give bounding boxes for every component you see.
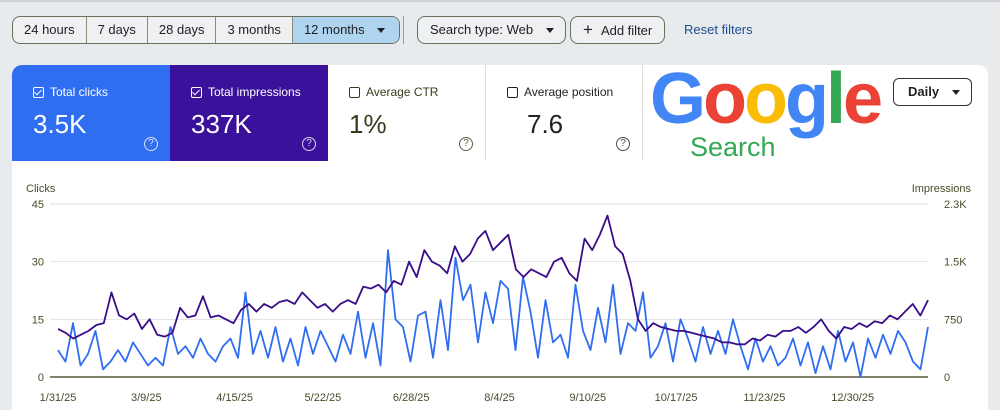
checkbox-icon[interactable] bbox=[349, 86, 360, 98]
metric-label: Total impressions bbox=[208, 85, 301, 99]
series-line-clicks bbox=[57, 249, 929, 378]
x-tick-label: 8/4/25 bbox=[484, 392, 515, 404]
metric-value: 1% bbox=[349, 109, 387, 139]
date-range-selector: 24 hours 7 days 28 days 3 months 12 mont… bbox=[12, 16, 400, 44]
y-tick-label: 30 bbox=[32, 257, 44, 269]
divider bbox=[403, 16, 404, 44]
granularity-dropdown[interactable]: Daily bbox=[893, 78, 973, 106]
help-icon[interactable]: ? bbox=[616, 137, 630, 151]
add-filter-button[interactable]: + Add filter bbox=[570, 16, 666, 44]
logo-subtitle: Search bbox=[690, 132, 776, 162]
metric-total-clicks[interactable]: Total clicks 3.5K ? bbox=[12, 65, 170, 161]
range-28-days[interactable]: 28 days bbox=[148, 17, 217, 43]
range-7-days[interactable]: 7 days bbox=[87, 17, 148, 43]
checkbox-icon[interactable] bbox=[191, 86, 202, 98]
x-tick-label: 9/10/25 bbox=[569, 392, 606, 404]
metric-average-ctr[interactable]: Average CTR 1% ? bbox=[328, 65, 486, 161]
x-tick-label: 4/15/25 bbox=[216, 392, 253, 404]
range-24-hours[interactable]: 24 hours bbox=[13, 17, 87, 43]
help-icon[interactable]: ? bbox=[144, 137, 158, 151]
y2-tick-label: 750 bbox=[944, 314, 962, 326]
range-3-months[interactable]: 3 months bbox=[216, 17, 293, 43]
y-axis-label: Clicks bbox=[26, 183, 56, 195]
metric-value: 7.6 bbox=[527, 109, 564, 139]
y2-tick-label: 0 bbox=[944, 372, 950, 384]
metric-average-position[interactable]: Average position 7.6 ? bbox=[486, 65, 643, 161]
plus-icon: + bbox=[583, 20, 593, 39]
x-tick-label: 11/23/25 bbox=[743, 392, 785, 404]
x-tick-label: 10/17/25 bbox=[655, 392, 698, 404]
metric-label: Average CTR bbox=[366, 85, 439, 99]
top-divider bbox=[0, 0, 1000, 2]
checkbox-icon[interactable] bbox=[33, 86, 44, 98]
search-type-dropdown[interactable]: Search type: Web bbox=[417, 16, 567, 44]
y-tick-label: 45 bbox=[32, 199, 44, 211]
performance-card: Total clicks 3.5K ? Total impressions 33… bbox=[12, 65, 988, 410]
y2-tick-label: 1.5K bbox=[944, 257, 967, 269]
metric-total-impressions[interactable]: Total impressions 337K ? bbox=[170, 65, 328, 161]
metric-label: Total clicks bbox=[50, 85, 109, 99]
y-tick-label: 0 bbox=[38, 372, 44, 384]
metric-value: 3.5K bbox=[33, 109, 87, 139]
x-tick-label: 5/22/25 bbox=[305, 392, 342, 404]
reset-filters-link[interactable]: Reset filters bbox=[684, 22, 753, 37]
x-tick-label: 1/31/25 bbox=[40, 392, 77, 404]
series-line-impressions bbox=[57, 214, 929, 346]
y-tick-label: 15 bbox=[32, 314, 44, 326]
metric-value: 337K bbox=[191, 109, 252, 139]
add-filter-label: Add filter bbox=[600, 23, 653, 38]
help-icon[interactable]: ? bbox=[459, 137, 473, 151]
x-tick-label: 12/30/25 bbox=[831, 392, 874, 404]
y2-tick-label: 2.3K bbox=[944, 199, 967, 211]
x-tick-label: 3/9/25 bbox=[131, 392, 162, 404]
checkbox-icon[interactable] bbox=[507, 86, 518, 98]
metric-label: Average position bbox=[524, 85, 614, 99]
x-tick-label: 6/28/25 bbox=[393, 392, 430, 404]
y2-axis-label: Impressions bbox=[912, 183, 972, 195]
help-icon[interactable]: ? bbox=[302, 137, 316, 151]
google-logo: Google bbox=[650, 65, 883, 139]
range-12-months[interactable]: 12 months bbox=[292, 17, 399, 43]
